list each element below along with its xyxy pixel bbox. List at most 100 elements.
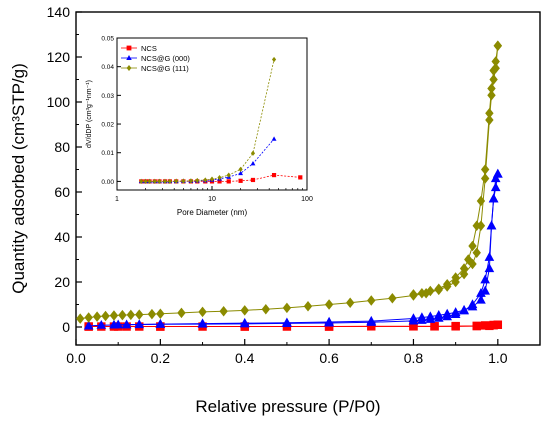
main-series-2-point: [434, 283, 443, 294]
main-series-2-point: [198, 306, 207, 318]
main-series-2-point: [451, 272, 460, 283]
main-series-1-point: [484, 252, 495, 261]
main-y-tick-label: 120: [47, 49, 71, 65]
main-series-2-point: [409, 289, 418, 300]
main-series-2-point: [282, 302, 292, 314]
main-series-2-point: [487, 83, 496, 94]
main-series-0-point: [493, 320, 503, 329]
inset-series-1-point: [250, 160, 256, 166]
inset-series-2-point: [238, 166, 243, 172]
inset-series-2-point: [143, 178, 148, 185]
inset-plot-frame: [116, 37, 308, 191]
main-series-2-point: [367, 295, 376, 306]
main-series-2-point: [485, 108, 494, 119]
main-series-1-point: [96, 319, 107, 329]
inset-series-0-point: [250, 177, 256, 183]
inset-series-2-point: [152, 178, 157, 185]
main-series-2-point: [388, 292, 397, 304]
main-y-tick-label: 80: [54, 139, 70, 155]
main-series-1-point: [459, 304, 469, 314]
main-series-2-point: [468, 240, 477, 252]
inset-x-axis-label: Pore Diameter (nm): [177, 208, 248, 217]
inset-series-2-point: [203, 177, 208, 183]
main-plot: 0.0 0.2 0.4 0.6 0.8 1.0 0 20 40 60 80 100 120 140 Rela…: [9, 4, 541, 416]
main-series-0-point: [485, 321, 494, 331]
main-series-0-point: [451, 321, 460, 331]
main-series-2-point: [476, 220, 486, 231]
inset-series-2-point: [162, 178, 168, 185]
main-series-2-point: [485, 114, 494, 126]
main-series-1-point: [476, 294, 486, 304]
main-series-2-point: [472, 247, 481, 258]
main-x-tick-label: 1.0: [488, 350, 508, 366]
inset-series-2-point: [188, 178, 194, 184]
main-series-2-point: [135, 309, 144, 320]
inset-y-tick-label: 0.03: [101, 93, 114, 100]
main-series-1-point: [366, 315, 377, 325]
main-series-2-point: [147, 308, 157, 320]
main-series-1-point: [324, 316, 334, 326]
main-series-1-point: [113, 319, 124, 329]
inset-y-tick-label: 0.01: [101, 150, 114, 157]
main-series-1-point: [83, 320, 94, 330]
main-series-1-point: [480, 285, 490, 295]
main-y-axis-label: Quantity adsorbed (cm³STP/g): [9, 63, 28, 294]
main-series-1-point: [134, 319, 145, 329]
inset-x-tick-label: 1: [115, 196, 119, 203]
main-series-0: [84, 320, 503, 331]
main-series-2-point: [118, 309, 127, 321]
main-series-1-point: [480, 274, 490, 284]
main-series-1-point: [488, 193, 499, 203]
main-series-2-point: [459, 268, 469, 280]
inset-series-2-point: [226, 172, 231, 178]
main-series-2-point: [345, 297, 355, 308]
main-series-2-point: [480, 164, 490, 175]
inset-y-tick-label: 0.05: [101, 36, 114, 43]
inset-series-2-point: [209, 176, 215, 182]
main-series-2-point: [240, 305, 249, 316]
main-series-2: [76, 40, 503, 324]
inset-series-1-point: [271, 136, 277, 141]
main-series-2-point: [480, 173, 490, 184]
main-series-1-desorption-line: [118, 173, 499, 326]
main-series-2-point: [324, 299, 334, 310]
main-series-0-point: [324, 322, 334, 331]
main-series-1-point: [121, 319, 132, 329]
main-plot-frame: [75, 11, 541, 346]
main-series-1-point: [484, 263, 495, 273]
inset-y-tick-label: 0.04: [101, 64, 114, 71]
main-x-tick-label: 0.4: [235, 350, 255, 366]
legend-marker: [126, 55, 132, 61]
main-series-1-point: [425, 311, 436, 321]
main-series-1-point: [282, 317, 292, 327]
main-series-0-point: [480, 321, 490, 330]
inset-series-2-point: [167, 178, 172, 185]
main-series-2-point: [109, 310, 119, 321]
main-series-2-point: [261, 303, 271, 315]
legend-marker: [126, 65, 132, 71]
inset-series-2-point: [174, 178, 179, 184]
inset-series-2: [139, 56, 277, 185]
inset-y-tick-label: 0.00: [101, 179, 114, 186]
inset-series-2-point: [139, 178, 144, 185]
inset-x-tick-label: 100: [301, 196, 313, 203]
legend-label: NCS@G (111): [141, 64, 189, 73]
main-series-1-point: [239, 317, 250, 327]
main-series-1-point: [490, 173, 501, 183]
main-series-1-point: [492, 168, 503, 178]
main-x-tick-label: 0.2: [151, 350, 171, 366]
inset-series-2-point: [181, 178, 186, 184]
main-y-tick-label: 60: [54, 184, 70, 200]
main-y-tick-label: 140: [47, 4, 71, 20]
main-series-0-point: [489, 320, 498, 330]
legend-marker: [126, 45, 132, 51]
inset-series-2-line: [141, 59, 275, 182]
inset-x-tick-label: 10: [208, 196, 216, 203]
inset-series-0-point: [226, 179, 231, 184]
main-series-1-point: [450, 307, 461, 316]
legend-label: NCS@G (000): [141, 54, 190, 63]
main-series-2-point: [476, 195, 486, 207]
